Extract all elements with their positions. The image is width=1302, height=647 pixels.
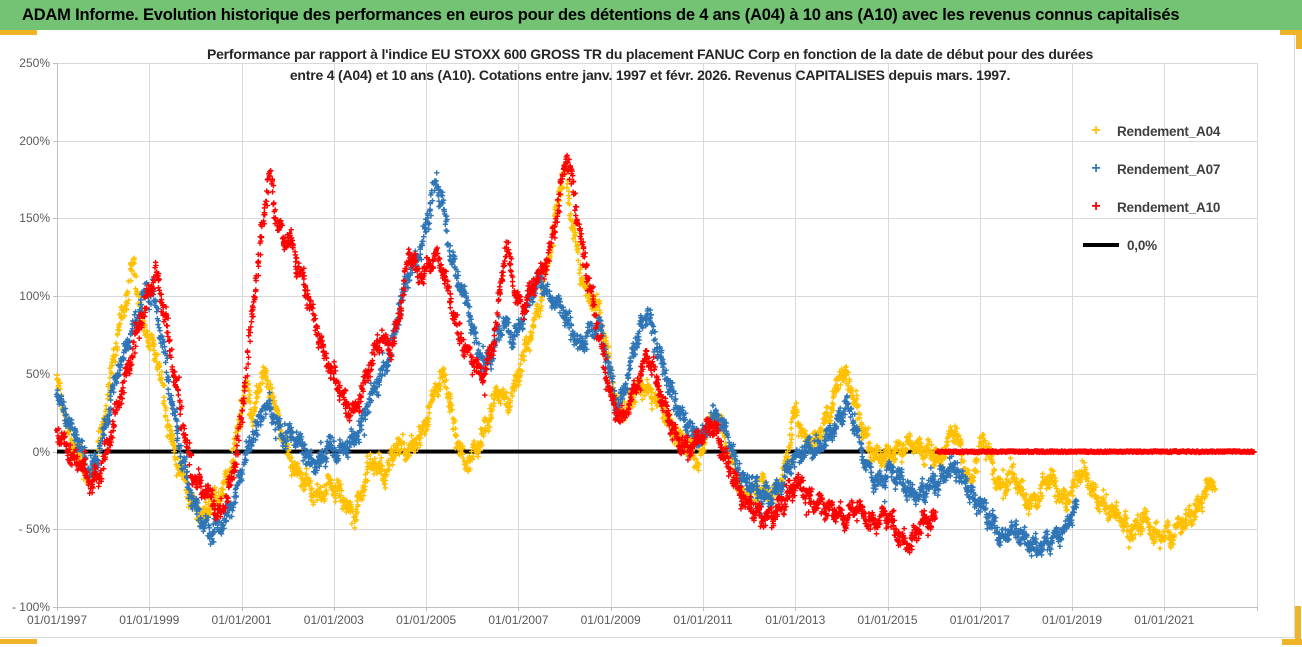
gold-accent-bottom-right [1282, 639, 1302, 645]
y-axis-tick: - 50% [18, 522, 50, 537]
plus-marker-icon: + [1091, 122, 1101, 139]
x-axis-tick: 01/01/2019 [1042, 613, 1103, 627]
legend-item-rendement-a04[interactable]: + Rendement_A04 [1083, 112, 1220, 150]
sheet-bottom-border [0, 637, 1295, 638]
legend-item-0-0-[interactable]: 0,0% [1083, 226, 1220, 264]
x-axis-tick: 01/01/2005 [396, 613, 457, 627]
y-axis-tick: 50% [25, 366, 50, 381]
legend-item-rendement-a07[interactable]: + Rendement_A07 [1083, 150, 1220, 188]
chart-legend: + Rendement_A04 + Rendement_A07 + Rendement_A… [1083, 112, 1220, 264]
plus-marker-icon: + [1091, 198, 1101, 215]
y-axis-tick: 150% [19, 211, 50, 226]
y-axis-tick: 250% [19, 56, 50, 70]
x-axis-tick: 01/01/1999 [119, 613, 180, 627]
legend-item-rendement-a10[interactable]: + Rendement_A10 [1083, 188, 1220, 226]
sheet-right-border [1294, 32, 1295, 637]
legend-label: 0,0% [1127, 237, 1157, 253]
gold-accent-top-left [0, 30, 37, 35]
x-axis-tick: 01/01/2009 [580, 613, 641, 627]
gold-accent-top-right [1280, 30, 1302, 35]
gold-accent-bottom-right-v [1295, 606, 1301, 645]
y-axis-tick: 0% [32, 444, 50, 459]
x-axis-tick: 01/01/2021 [1134, 613, 1195, 627]
gold-accent-bottom-left [0, 639, 37, 644]
x-axis-tick: 01/01/2017 [949, 613, 1010, 627]
plus-marker-icon: + [1091, 160, 1101, 177]
x-axis-tick: 01/01/2015 [857, 613, 918, 627]
y-axis-tick: 100% [19, 289, 50, 304]
x-axis-tick: 01/01/1997 [26, 613, 88, 627]
legend-label: Rendement_A04 [1117, 123, 1221, 139]
zero-line-marker-icon [1083, 243, 1119, 247]
x-axis-tick: 01/01/2013 [765, 613, 826, 627]
legend-label: Rendement_A07 [1117, 161, 1221, 177]
legend-label: Rendement_A10 [1117, 199, 1221, 215]
y-axis-tick: - 100% [11, 600, 50, 614]
x-axis-tick: 01/01/2011 [673, 613, 733, 627]
x-axis-tick: 01/01/2007 [488, 613, 549, 627]
x-axis-tick: 01/01/2003 [303, 613, 364, 627]
gold-accent-top-right-v [1296, 30, 1302, 49]
y-axis-tick: 200% [19, 133, 50, 148]
x-axis-tick: 01/01/2001 [211, 613, 272, 627]
